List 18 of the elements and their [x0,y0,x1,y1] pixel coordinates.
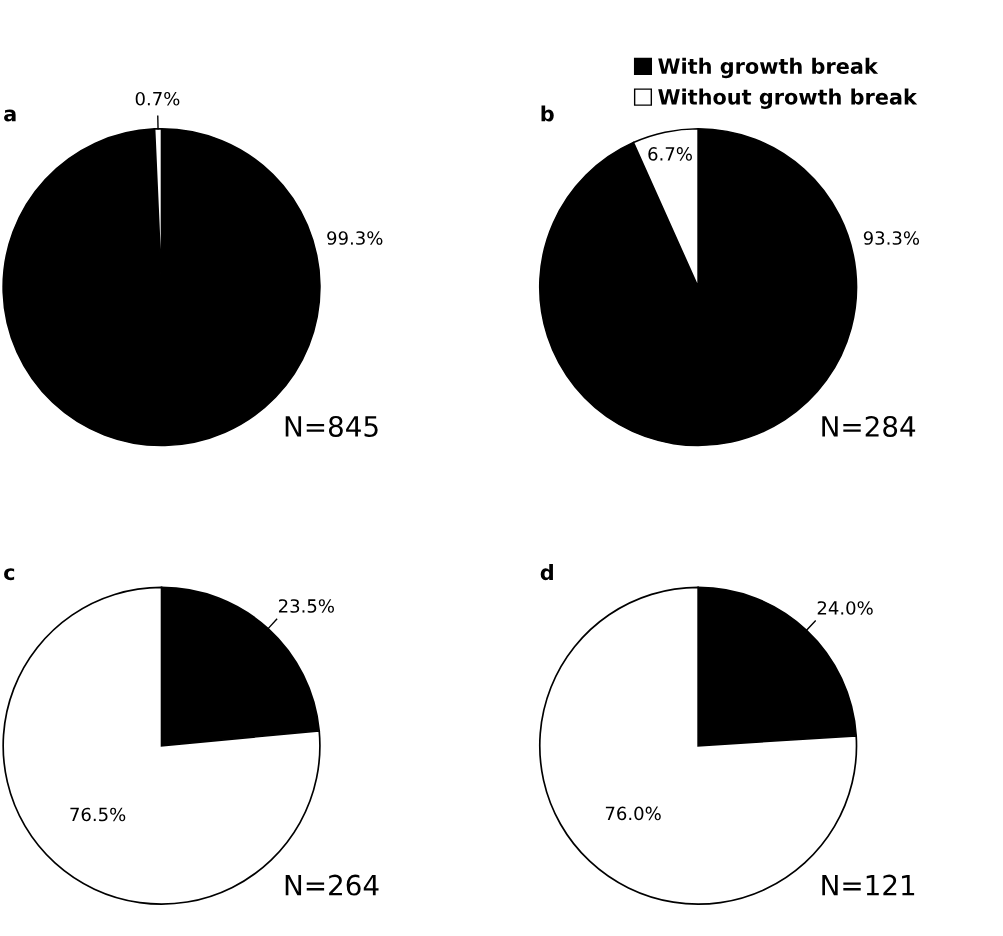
data-label: 93.3% [863,231,920,245]
data-label: 23.5% [278,599,334,613]
legend-label: With growth break [658,57,879,79]
text: b [541,105,554,122]
text: N=121 [822,874,915,896]
legend-label: Without growth break [658,88,918,109]
data-label: 6.7% [648,147,692,161]
data-label: 76.5% [70,807,126,822]
data-label: 99.3% [327,231,383,245]
text: a [4,109,16,122]
data-label: 24.0% [817,601,873,615]
chart-title: d [540,564,553,581]
text: N=845 [285,415,378,437]
text: N=284 [822,415,916,437]
data-label: 0.7% [135,91,180,106]
chart-title: c [4,568,15,581]
text: N=264 [285,874,379,896]
data-label: 76.0% [605,806,661,821]
